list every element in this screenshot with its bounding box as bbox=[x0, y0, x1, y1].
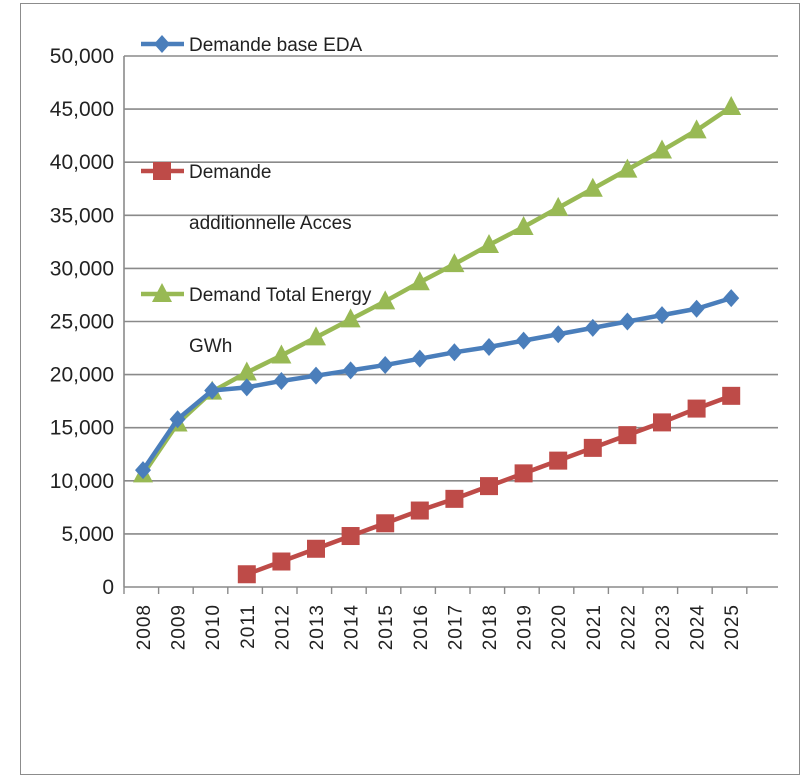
diamond-marker bbox=[238, 378, 255, 397]
square-marker bbox=[480, 477, 498, 496]
triangle-marker bbox=[479, 234, 499, 254]
legend-label: additionnelle Acces bbox=[189, 213, 352, 234]
diamond-marker bbox=[169, 410, 186, 429]
x-tick-label: 2011 bbox=[238, 604, 259, 649]
x-axis-tick-labels: 2008 2009 2010 2011 2012 2013 2014 2015 2016 2017… bbox=[134, 604, 743, 650]
triangle-marker bbox=[271, 344, 292, 364]
triangle-marker bbox=[152, 283, 172, 302]
y-tick-label: 15,000 bbox=[50, 417, 114, 440]
square-marker bbox=[445, 489, 464, 508]
diamond-marker bbox=[550, 325, 567, 344]
diamond-marker bbox=[204, 381, 221, 400]
series-line bbox=[141, 295, 732, 472]
diamond-marker bbox=[308, 366, 324, 385]
diamond-marker bbox=[154, 35, 170, 53]
x-tick-label: 2018 bbox=[480, 604, 501, 650]
triangle-marker bbox=[236, 361, 257, 381]
square-marker bbox=[341, 527, 360, 546]
y-tick-label: 40,000 bbox=[50, 151, 114, 174]
x-tick-label: 2009 bbox=[169, 604, 190, 650]
y-tick-label: 20,000 bbox=[50, 364, 114, 387]
diamond-marker bbox=[446, 343, 463, 362]
square-marker bbox=[153, 162, 171, 180]
triangle-marker bbox=[686, 119, 707, 139]
square-marker bbox=[410, 501, 429, 520]
triangle-marker bbox=[721, 95, 742, 115]
x-tick-label: 2024 bbox=[688, 604, 709, 650]
square-marker bbox=[653, 413, 671, 432]
triangle-marker bbox=[375, 290, 396, 310]
diamond-marker bbox=[654, 306, 670, 325]
diamond-marker bbox=[515, 331, 532, 350]
triangle-marker bbox=[617, 158, 638, 178]
square-marker bbox=[514, 464, 533, 483]
square-marker bbox=[583, 438, 602, 457]
square-marker bbox=[618, 426, 637, 445]
triangle-marker bbox=[513, 215, 534, 235]
y-tick-label: 30,000 bbox=[50, 257, 114, 280]
x-tick-label: 2010 bbox=[203, 604, 224, 650]
legend-label: Demande bbox=[189, 162, 271, 183]
diamond-marker bbox=[273, 371, 290, 390]
x-tick-label: 2023 bbox=[653, 604, 674, 650]
legend-entry: Demand Total Energy GWh bbox=[141, 283, 372, 357]
y-tick-label: 45,000 bbox=[50, 98, 114, 121]
diamond-marker bbox=[342, 361, 359, 380]
x-tick-label: 2020 bbox=[549, 604, 570, 650]
legend: Demande base EDA Demande additionnelle Acc… bbox=[141, 35, 372, 357]
triangle-marker bbox=[652, 139, 672, 159]
diamond-marker bbox=[377, 356, 394, 375]
y-axis-tick-labels: 0 5,000 10,000 15,000 20,000 25,000 30,000 35,0… bbox=[50, 45, 114, 599]
diamond-marker bbox=[584, 318, 601, 337]
x-tick-label: 2017 bbox=[445, 604, 466, 650]
x-tick-label: 2008 bbox=[134, 604, 155, 650]
series-group bbox=[133, 95, 742, 584]
series-square bbox=[237, 386, 741, 584]
diamond-marker bbox=[619, 312, 636, 331]
x-tick-label: 2019 bbox=[515, 604, 536, 650]
axes bbox=[123, 56, 778, 594]
y-tick-label: 0 bbox=[102, 576, 114, 599]
square-marker bbox=[237, 565, 256, 584]
triangle-marker bbox=[409, 271, 430, 291]
diamond-marker bbox=[411, 349, 428, 368]
x-tick-label: 2012 bbox=[272, 604, 293, 650]
legend-label: Demand Total Energy bbox=[189, 285, 372, 306]
x-tick-label: 2015 bbox=[376, 604, 397, 650]
y-tick-label: 10,000 bbox=[50, 470, 114, 493]
line-chart: 0 5,000 10,000 15,000 20,000 25,000 30,000 35,0… bbox=[50, 35, 778, 650]
x-tick-label: 2014 bbox=[342, 604, 363, 650]
square-marker bbox=[687, 399, 706, 418]
triangle-marker bbox=[444, 253, 465, 273]
square-marker bbox=[376, 514, 395, 533]
x-tick-label: 2022 bbox=[618, 604, 639, 650]
y-tick-label: 50,000 bbox=[50, 45, 114, 68]
chart-frame: 0 5,000 10,000 15,000 20,000 25,000 30,000 35,0… bbox=[20, 3, 800, 775]
legend-label: Demande base EDA bbox=[189, 35, 363, 56]
x-tick-label: 2025 bbox=[722, 604, 743, 650]
x-tick-label: 2021 bbox=[584, 604, 605, 650]
diamond-marker bbox=[135, 461, 151, 480]
diamond-marker bbox=[688, 299, 705, 318]
diamond-marker bbox=[481, 337, 497, 356]
x-tick-label: 2016 bbox=[411, 604, 432, 650]
triangle-marker bbox=[306, 326, 326, 346]
triangle-marker bbox=[340, 308, 361, 328]
square-marker bbox=[307, 539, 325, 558]
x-tick-label: 2013 bbox=[307, 604, 328, 650]
square-marker bbox=[272, 552, 291, 571]
legend-label: GWh bbox=[189, 336, 232, 357]
y-tick-label: 5,000 bbox=[61, 523, 114, 546]
y-tick-label: 25,000 bbox=[50, 311, 114, 334]
legend-entry: Demande additionnelle Acces bbox=[141, 162, 352, 234]
square-marker bbox=[722, 386, 741, 405]
triangle-marker bbox=[548, 196, 569, 216]
square-marker bbox=[549, 451, 568, 470]
diamond-marker bbox=[723, 289, 740, 308]
series-diamond bbox=[135, 289, 740, 480]
y-tick-label: 35,000 bbox=[50, 204, 114, 227]
triangle-marker bbox=[582, 177, 603, 197]
legend-entry: Demande base EDA bbox=[141, 35, 363, 56]
